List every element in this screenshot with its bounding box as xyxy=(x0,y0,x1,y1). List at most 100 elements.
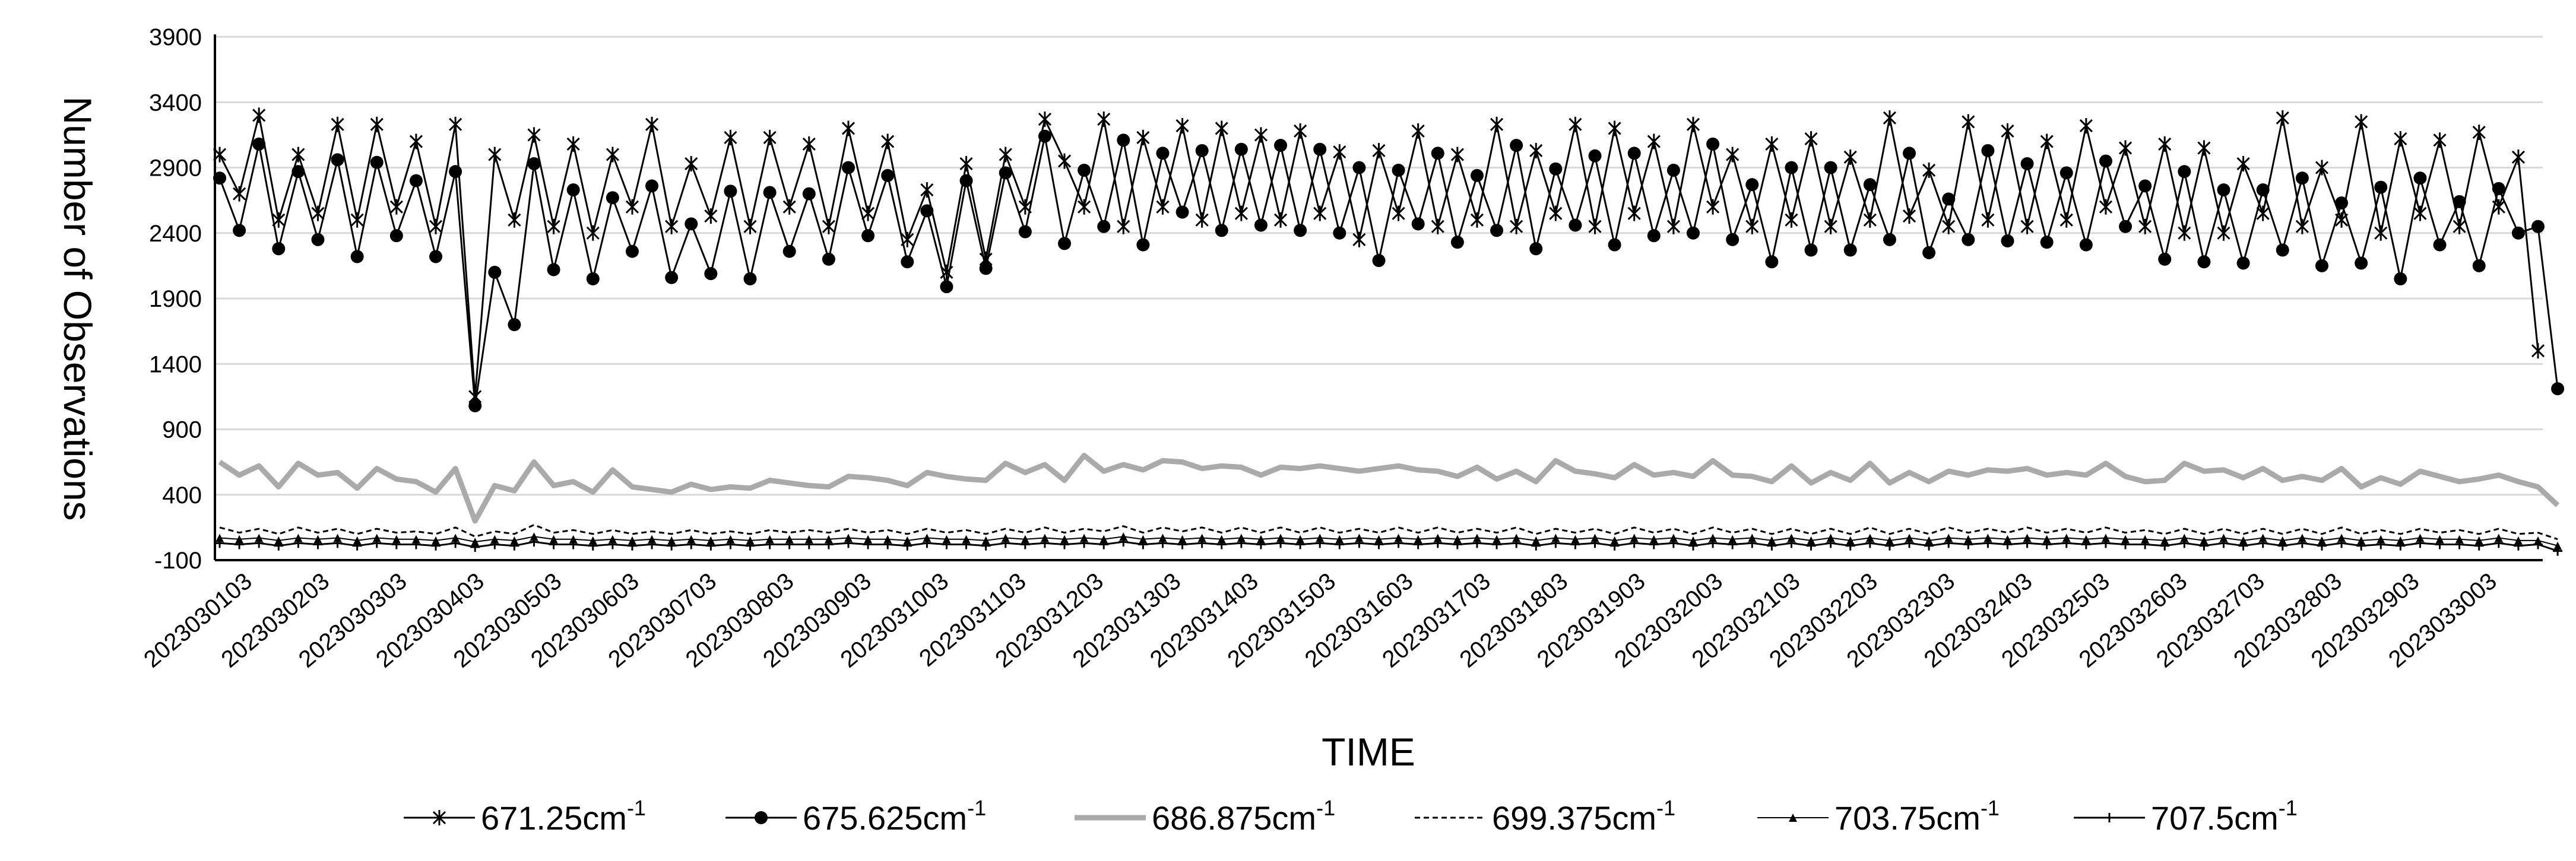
legend-label-sup: -1 xyxy=(2279,796,2298,820)
data-point xyxy=(881,169,895,182)
data-point xyxy=(1903,147,1916,160)
legend-entry-1: 675.625cm-1 xyxy=(725,796,986,837)
data-point xyxy=(687,535,696,544)
data-point xyxy=(2099,199,2113,215)
data-point xyxy=(235,535,244,544)
data-point xyxy=(1433,533,1442,542)
data-point xyxy=(1608,120,1621,136)
data-point xyxy=(488,147,502,163)
data-point xyxy=(1294,224,1307,237)
data-point xyxy=(1726,233,1739,246)
data-point xyxy=(1156,147,1170,160)
data-point xyxy=(2511,226,2525,240)
legend-entry-5: 707.5cm-1 xyxy=(2074,796,2298,837)
data-point xyxy=(2003,535,2012,544)
data-point xyxy=(1018,225,1032,239)
legend-marker xyxy=(432,810,446,825)
y-tick-labels: -100 400 900 1400 1900 2400 2900 3400 3900 xyxy=(149,24,202,574)
data-point xyxy=(782,244,796,258)
data-point xyxy=(1804,243,1818,257)
series-2 xyxy=(218,453,2560,524)
data-point xyxy=(2317,536,2326,545)
data-point xyxy=(2138,218,2152,234)
data-point xyxy=(940,280,953,294)
data-point xyxy=(1706,199,1720,215)
y-tick-label: 3900 xyxy=(149,24,202,50)
data-point xyxy=(2079,117,2093,134)
data-point xyxy=(1411,123,1425,139)
data-point xyxy=(1414,535,1422,544)
data-point xyxy=(2413,205,2427,221)
data-point xyxy=(822,252,835,266)
data-point xyxy=(1273,212,1288,228)
data-point xyxy=(1905,533,1914,542)
data-point xyxy=(1883,110,1896,126)
data-point xyxy=(1569,116,1582,132)
data-point xyxy=(2099,154,2112,168)
data-point xyxy=(2413,171,2427,185)
data-point xyxy=(311,205,325,221)
data-point xyxy=(1590,533,1599,542)
data-point xyxy=(1942,218,1956,234)
data-point xyxy=(389,229,403,243)
data-point xyxy=(1392,205,1405,221)
data-point xyxy=(1372,142,1386,158)
data-point xyxy=(1234,205,1248,221)
legend: 671.25cm-1 675.625cm-1 686.875cm-1 699.375c… xyxy=(404,796,2298,837)
data-point xyxy=(1078,199,1091,215)
data-point xyxy=(1197,533,1206,542)
data-point xyxy=(331,116,344,132)
data-point xyxy=(2278,536,2287,545)
data-point xyxy=(1355,533,1364,542)
data-point xyxy=(1787,533,1796,542)
data-point xyxy=(527,157,541,170)
data-point xyxy=(409,134,423,150)
data-point xyxy=(508,212,521,228)
data-point xyxy=(2295,171,2309,185)
data-point xyxy=(1627,147,1641,160)
data-point xyxy=(625,199,639,215)
x-tick-labels: 2023030103202303020320230303032023030403… xyxy=(139,568,2502,673)
data-point xyxy=(272,212,286,228)
series-line-3 xyxy=(219,524,2558,541)
data-point xyxy=(1175,117,1189,134)
data-point xyxy=(2276,243,2289,257)
data-point xyxy=(2200,536,2209,545)
legend-entry-3: 699.375cm-1 xyxy=(1415,796,1675,837)
data-point xyxy=(903,536,912,545)
data-point xyxy=(1276,533,1285,542)
data-point xyxy=(1080,533,1089,542)
data-point xyxy=(1843,149,1857,165)
data-point xyxy=(1942,192,1956,206)
data-point xyxy=(1215,120,1228,136)
data-point xyxy=(1470,169,1484,182)
data-point xyxy=(274,536,283,545)
data-point xyxy=(2040,236,2054,249)
data-point xyxy=(1254,218,1268,232)
y-tick-label: 900 xyxy=(162,417,202,443)
data-point xyxy=(923,533,931,542)
data-point xyxy=(1804,131,1818,147)
data-point xyxy=(2020,218,2034,234)
data-point xyxy=(2118,140,2133,156)
data-point xyxy=(648,535,657,544)
data-point xyxy=(1117,218,1130,234)
legend-marker xyxy=(755,811,768,824)
data-point xyxy=(2531,220,2545,233)
data-point xyxy=(1686,116,1700,132)
data-point xyxy=(2295,218,2309,234)
data-point xyxy=(2374,225,2388,241)
data-point xyxy=(1765,255,1779,269)
data-point xyxy=(785,535,794,544)
data-point xyxy=(2553,541,2562,550)
data-point xyxy=(606,147,619,163)
data-point xyxy=(2534,536,2542,545)
data-point xyxy=(1549,162,1563,176)
data-point xyxy=(1767,536,1776,545)
data-point xyxy=(1040,533,1049,542)
data-point xyxy=(549,535,558,544)
data-point xyxy=(1372,254,1386,268)
data-point xyxy=(743,218,757,234)
data-point xyxy=(1510,218,1523,234)
data-point xyxy=(667,536,676,545)
